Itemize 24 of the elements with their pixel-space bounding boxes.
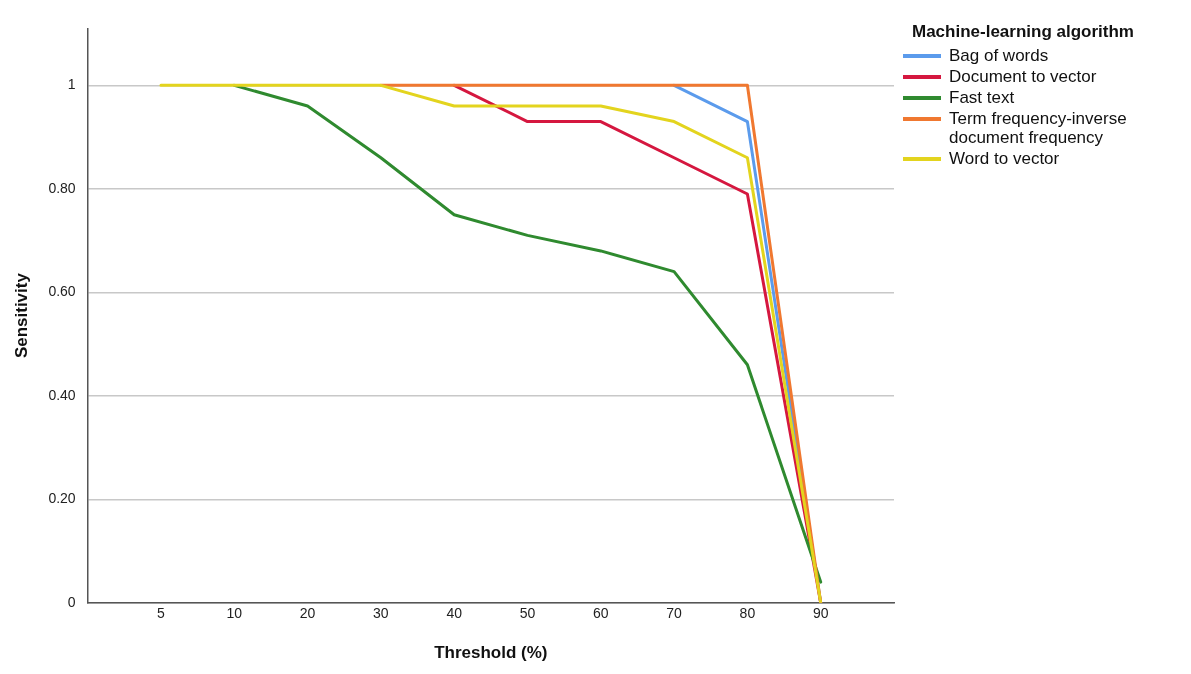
x-tick-label: 30 [373, 605, 389, 622]
legend-label: Document to vector [949, 67, 1097, 86]
y-tick-label: 0.80 [48, 179, 76, 196]
legend-title: Machine-learning algorithm [911, 22, 1135, 42]
x-tick-label: 70 [666, 605, 683, 622]
x-tick-label: 90 [812, 605, 829, 622]
x-tick-label: 20 [299, 605, 316, 622]
y-tick-label: 1 [67, 76, 76, 93]
y-tick-label: 0.60 [48, 283, 76, 300]
x-tick-label: 10 [226, 605, 243, 622]
legend-label: Bag of words [949, 46, 1049, 65]
x-tick-label: 80 [739, 605, 756, 622]
x-tick-label: 50 [519, 605, 536, 622]
y-tick-label: 0.40 [48, 386, 76, 403]
legend-label: Fast text [949, 88, 1015, 107]
x-tick-label: 5 [157, 605, 166, 622]
x-axis-title: Threshold (%) [434, 643, 548, 663]
legend-label: Term frequency-inverse document frequency [949, 109, 1128, 147]
legend-label: Word to vector [949, 149, 1060, 168]
y-tick-label: 0 [67, 593, 76, 610]
x-tick-label: 40 [446, 605, 463, 622]
y-axis-title: Sensitivity [11, 272, 31, 359]
x-tick-label: 60 [592, 605, 609, 622]
y-tick-label: 0.20 [48, 490, 76, 507]
